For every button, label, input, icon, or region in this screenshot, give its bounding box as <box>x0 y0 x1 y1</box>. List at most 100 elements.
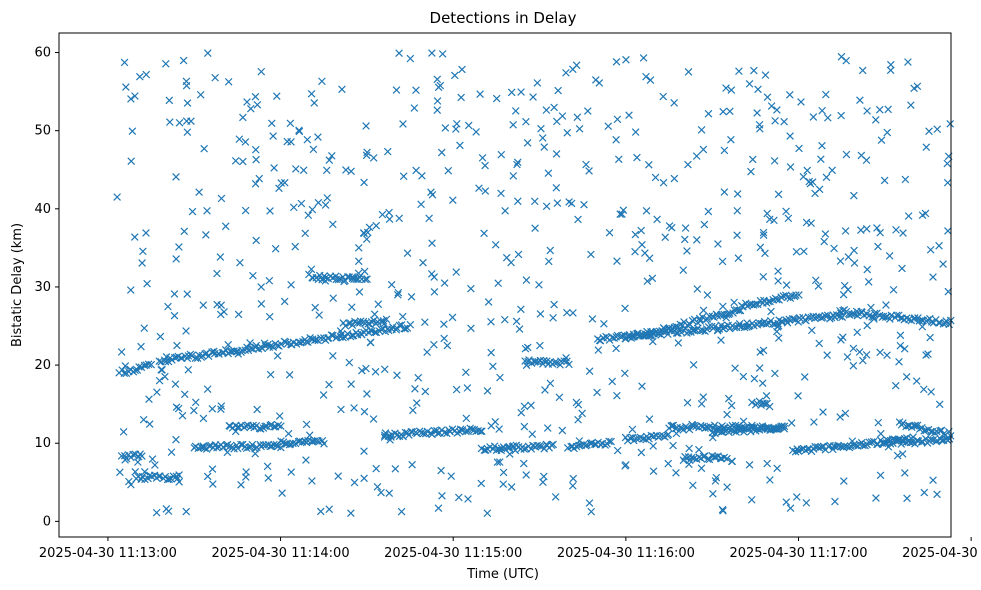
detection-point <box>899 229 907 237</box>
detection-point <box>517 305 525 314</box>
detection-point <box>134 458 142 466</box>
detection-point <box>572 61 581 70</box>
detection-point <box>180 227 189 236</box>
detection-point <box>172 173 180 181</box>
detection-point <box>543 424 552 432</box>
detection-point <box>179 56 188 65</box>
detection-point <box>792 493 801 501</box>
detection-point <box>612 344 620 353</box>
detection-point <box>221 346 230 354</box>
detection-point <box>684 160 692 169</box>
detection-point <box>265 312 274 321</box>
detection-point <box>347 167 355 176</box>
detection-point <box>831 497 839 506</box>
detection-point <box>718 427 727 436</box>
detection-point <box>223 448 232 457</box>
detection-point <box>475 184 483 192</box>
detection-point <box>417 200 425 209</box>
detection-point <box>568 481 577 490</box>
detection-point <box>681 224 690 232</box>
detection-point <box>546 379 555 388</box>
detection-point <box>291 165 300 173</box>
detection-point <box>703 291 712 299</box>
detection-point <box>270 440 278 449</box>
detection-point <box>120 58 129 67</box>
detection-point <box>121 456 129 464</box>
detection-point <box>837 336 845 344</box>
detection-point <box>213 300 221 309</box>
detection-point <box>291 242 300 251</box>
detection-point <box>639 54 648 62</box>
detection-point <box>859 356 867 365</box>
detection-point <box>762 320 771 328</box>
detection-point <box>885 252 894 260</box>
detection-point <box>430 288 439 296</box>
detection-point <box>262 441 270 449</box>
detection-point <box>857 151 866 160</box>
detection-point <box>900 469 909 477</box>
x-tick-label: 2025-04-30 11:13:00 <box>39 546 177 561</box>
detection-point <box>902 372 911 381</box>
detection-point <box>770 157 779 165</box>
detection-point <box>363 148 371 157</box>
detection-point <box>622 55 630 64</box>
detection-point <box>356 317 365 325</box>
detection-point <box>863 107 871 115</box>
detection-point <box>849 361 858 370</box>
detection-point <box>321 201 330 209</box>
detection-point <box>771 116 779 125</box>
detection-point <box>920 488 929 497</box>
detection-point <box>730 323 739 332</box>
detection-point <box>303 135 312 144</box>
detection-point <box>786 163 795 171</box>
detection-point <box>933 125 942 134</box>
detection-point <box>347 380 356 388</box>
detection-point <box>122 83 130 91</box>
detection-point <box>477 479 486 488</box>
detection-point <box>585 499 594 507</box>
detection-point <box>164 302 172 311</box>
detection-point <box>242 468 250 476</box>
detection-point <box>121 362 130 370</box>
detection-point <box>815 443 824 452</box>
detection-point <box>148 455 157 463</box>
detection-point <box>786 132 794 140</box>
detection-point <box>278 489 286 497</box>
detection-point <box>336 327 345 335</box>
detection-point <box>251 449 260 458</box>
detection-point <box>350 478 359 487</box>
detection-point <box>314 198 323 207</box>
detection-point <box>540 143 549 151</box>
detection-point <box>175 471 183 479</box>
detection-point <box>613 446 622 455</box>
detection-point <box>780 117 788 126</box>
detection-point <box>642 72 650 81</box>
detection-point <box>938 436 946 445</box>
detection-point <box>301 229 310 238</box>
detection-point <box>377 317 385 326</box>
detection-point <box>505 450 514 458</box>
detection-point <box>495 425 503 433</box>
detection-point <box>558 426 567 435</box>
detection-point <box>408 428 417 436</box>
detection-point <box>457 93 465 102</box>
detection-point <box>155 376 164 385</box>
detection-point <box>467 324 475 333</box>
detection-point <box>419 258 427 267</box>
detection-point <box>753 109 761 117</box>
detection-point <box>299 166 308 175</box>
detection-point <box>436 81 445 90</box>
detection-point <box>920 426 928 435</box>
detection-point <box>763 93 772 102</box>
detection-point <box>172 255 180 263</box>
detection-point <box>418 171 426 180</box>
detection-point <box>719 107 727 116</box>
detection-point <box>195 188 203 197</box>
detection-point <box>528 430 537 438</box>
detection-point <box>231 427 240 436</box>
detection-point <box>419 429 428 438</box>
detection-point <box>800 373 809 381</box>
detection-point <box>689 481 697 490</box>
detection-point <box>190 406 198 415</box>
detection-point <box>684 68 693 76</box>
